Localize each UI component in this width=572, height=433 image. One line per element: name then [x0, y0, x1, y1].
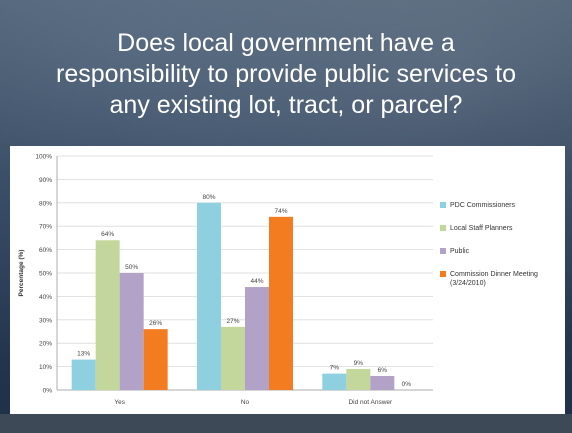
- y-tick-label: 50%: [39, 271, 52, 278]
- data-label: 7%: [330, 365, 340, 372]
- bar-chart: 0% 10% 20% 30% 40% 50% 60% 70% 80% 90% 100% Percent…: [18, 154, 433, 406]
- bar-public-yes: [119, 273, 144, 390]
- slide-bottom-strip: [0, 414, 572, 433]
- legend-item-public: Public: [440, 247, 565, 256]
- y-tick-label: 60%: [39, 247, 52, 254]
- bar-public-no: [245, 287, 269, 390]
- data-label: 74%: [274, 208, 287, 215]
- data-label: 50%: [125, 264, 138, 271]
- bar-pdc-commissioners-did-not-answer: [322, 373, 347, 390]
- data-label: 13%: [77, 351, 90, 358]
- legend-label-local-staff-planners: Local Staff Planners: [450, 225, 513, 232]
- data-label: 27%: [226, 318, 239, 325]
- legend-item-local-staff-planners: Local Staff Planners: [440, 224, 565, 233]
- bar-commission-dinner-meeting-3-24-2010-no: [269, 216, 293, 390]
- chart-panel: 0% 10% 20% 30% 40% 50% 60% 70% 80% 90% 100% Percent…: [10, 146, 565, 414]
- bar-commission-dinner-meeting-3-24-2010-yes: [143, 329, 168, 390]
- y-tick-label: 0%: [43, 388, 53, 395]
- data-label: 26%: [149, 320, 162, 327]
- legend-label-commission-dinner-meeting: Commission Dinner Meeting (3/24/2010): [450, 271, 538, 287]
- legend-item-pdc-commissioners: PDC Commissioners: [440, 201, 565, 210]
- y-axis-title: Percentage (%): [18, 250, 25, 297]
- bar-local-staff-planners-no: [221, 326, 245, 390]
- data-label: 64%: [101, 231, 114, 238]
- data-label: 80%: [202, 194, 215, 201]
- y-tick-label: 100%: [35, 154, 52, 161]
- slide-title-line-1: Does local government have a: [117, 29, 455, 57]
- legend-swatch-pdc-commissioners: [440, 202, 446, 208]
- legend-label-pdc-commissioners: PDC Commissioners: [450, 202, 515, 209]
- legend-item-commission-dinner-meeting: Commission Dinner Meeting (3/24/2010): [440, 270, 565, 288]
- y-tick-label: 90%: [39, 177, 52, 184]
- legend-label-public: Public: [450, 248, 470, 255]
- data-label: 6%: [378, 367, 388, 374]
- bar-local-staff-planners-yes: [95, 240, 120, 390]
- chart-legend: PDC Commissioners Local Staff Planners P…: [440, 201, 565, 302]
- slide-title-line-2: responsibility to provide public service…: [56, 60, 516, 88]
- legend-swatch-commission-dinner-meeting: [440, 271, 446, 277]
- slide-title-line-3: any existing lot, tract, or parcel?: [109, 91, 463, 119]
- bar-public-did-not-answer: [370, 375, 395, 390]
- bar-pdc-commissioners-no: [197, 202, 221, 390]
- bar-pdc-commissioners-yes: [71, 359, 96, 390]
- y-tick-label: 80%: [39, 200, 52, 207]
- data-label: 44%: [250, 278, 263, 285]
- legend-swatch-public: [440, 248, 446, 254]
- y-tick-label: 30%: [39, 317, 52, 324]
- y-tick-label: 20%: [39, 341, 52, 348]
- data-label: 9%: [354, 360, 364, 367]
- y-tick-label: 40%: [39, 294, 52, 301]
- y-tick-label: 10%: [39, 364, 52, 371]
- x-tick-label: Yes: [114, 399, 125, 406]
- data-label: 0%: [402, 381, 412, 388]
- x-tick-label: No: [241, 399, 250, 406]
- x-tick-label: Did not Answer: [348, 399, 393, 406]
- slide-title: Does local government have a responsibil…: [0, 28, 572, 121]
- y-tick-label: 70%: [39, 224, 52, 231]
- legend-swatch-local-staff-planners: [440, 225, 446, 231]
- bar-local-staff-planners-did-not-answer: [346, 368, 371, 390]
